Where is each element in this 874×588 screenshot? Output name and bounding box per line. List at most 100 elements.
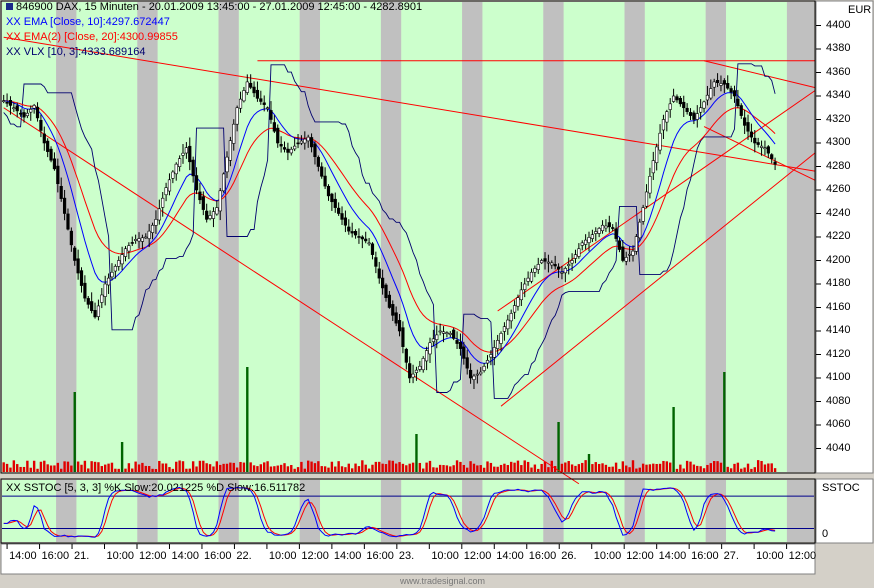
- volume-bar-20: [70, 465, 73, 472]
- candle-body-157: [533, 268, 537, 273]
- time-label-18: 10:00: [593, 550, 622, 562]
- volume-bar-228: [773, 468, 777, 472]
- volume-bar-168: [570, 464, 574, 472]
- time-label-24: 12:00: [788, 550, 817, 562]
- candle-body-39: [134, 239, 138, 241]
- volume-bar-179: [608, 466, 611, 472]
- time-label-16: 16:00: [528, 550, 557, 562]
- candle-body-24: [83, 282, 87, 299]
- volume-bar-34: [117, 468, 120, 472]
- volume-bar-82: [279, 464, 283, 472]
- volume-bar-42: [144, 465, 147, 472]
- candle-body-215: [729, 88, 733, 93]
- candle-body-46: [157, 208, 161, 221]
- candle-body-93: [316, 157, 320, 167]
- volume-bar-89: [303, 468, 307, 472]
- volume-bar-164: [557, 422, 560, 472]
- volume-bar-125: [425, 462, 428, 472]
- candle-body-15: [52, 158, 57, 170]
- volume-bar-111: [378, 461, 381, 472]
- candle-body-107: [364, 238, 368, 242]
- candle-body-22: [76, 258, 80, 274]
- volume-bar-51: [175, 461, 178, 472]
- volume-bar-189: [641, 463, 645, 472]
- candle-body-18: [62, 197, 67, 214]
- volume-bar-41: [141, 462, 144, 472]
- candle-body-89: [303, 138, 307, 144]
- volume-bar-100: [340, 466, 344, 472]
- candle-body-156: [529, 271, 534, 282]
- session-band-5: [218, 2, 239, 472]
- trendline-4: [500, 152, 817, 407]
- ema20-path: [3, 100, 776, 353]
- volume-bar-108: [367, 468, 371, 472]
- volume-bar-57: [195, 466, 198, 472]
- volume-bar-156: [530, 467, 533, 472]
- candle-body-41: [140, 237, 145, 242]
- candle-body-33: [113, 266, 117, 272]
- candle-body-84: [286, 148, 290, 153]
- volume-bar-19: [66, 461, 70, 472]
- candle-body-210: [712, 81, 716, 88]
- candle-body-182: [617, 240, 622, 250]
- volume-bar-98: [334, 466, 337, 472]
- vlx-legend: XX VLX [10, 3]:4333.689164: [6, 46, 146, 58]
- volume-bar-93: [317, 461, 320, 472]
- candle-body-196: [665, 111, 669, 123]
- volume-bar-174: [591, 464, 594, 472]
- candle-body-184: [624, 257, 628, 262]
- volume-bar-137: [466, 467, 469, 472]
- candle-body-47: [161, 197, 165, 208]
- volume-bar-54: [185, 468, 188, 472]
- time-label-20: 14:00: [658, 550, 687, 562]
- candle-body-142: [482, 365, 486, 371]
- candle-body-59: [201, 196, 205, 210]
- volume-bar-120: [408, 463, 411, 472]
- candle-body-126: [428, 342, 432, 355]
- candle-body-216: [732, 90, 737, 97]
- volume-bar-134: [455, 460, 459, 472]
- volume-bar-2: [9, 467, 12, 472]
- candle-body-44: [150, 224, 155, 233]
- candle-body-43: [147, 230, 151, 239]
- candle-body-191: [648, 175, 652, 194]
- session-band-7: [299, 2, 321, 472]
- volume-bar-183: [621, 461, 625, 472]
- candle-body-119: [404, 348, 408, 363]
- volume-bar-26: [90, 461, 93, 472]
- volume-bar-5: [19, 466, 22, 472]
- time-label-6: 16:00: [203, 550, 232, 562]
- candle-body-127: [431, 338, 435, 342]
- candle-body-72: [245, 81, 249, 93]
- trendlines: [3, 36, 817, 485]
- time-label-7: 22.: [236, 550, 252, 562]
- candle-body-221: [749, 131, 754, 138]
- volume-bar-49: [168, 467, 171, 472]
- session-band-16: [644, 2, 706, 472]
- candle-body-100: [340, 213, 344, 220]
- candle-body-79: [269, 110, 273, 120]
- volume-bar-48: [164, 463, 168, 472]
- candle-body-74: [252, 86, 256, 94]
- candle-body-218: [739, 105, 743, 116]
- candle-body-78: [265, 107, 270, 110]
- volume-bar-13: [46, 464, 49, 472]
- volume-bar-21: [73, 392, 76, 472]
- candle-body-67: [228, 140, 232, 161]
- candle-body-10: [35, 106, 40, 119]
- candle-body-54: [184, 147, 188, 154]
- volume-bar-114: [388, 460, 391, 472]
- volume-bar-81: [276, 465, 279, 472]
- volume-bar-161: [547, 467, 550, 472]
- volume-bar-177: [601, 463, 604, 472]
- stoch-band-7: [299, 480, 321, 542]
- volume-bar-140: [476, 465, 479, 472]
- volume-bar-128: [435, 467, 438, 472]
- volume-bar-167: [567, 461, 570, 472]
- candle-body-205: [695, 113, 699, 120]
- volume-bar-44: [151, 468, 154, 472]
- candle-body-4: [15, 105, 19, 112]
- candle-body-199: [675, 96, 679, 101]
- volume-bar-12: [43, 460, 46, 472]
- volume-bar-6: [22, 466, 26, 472]
